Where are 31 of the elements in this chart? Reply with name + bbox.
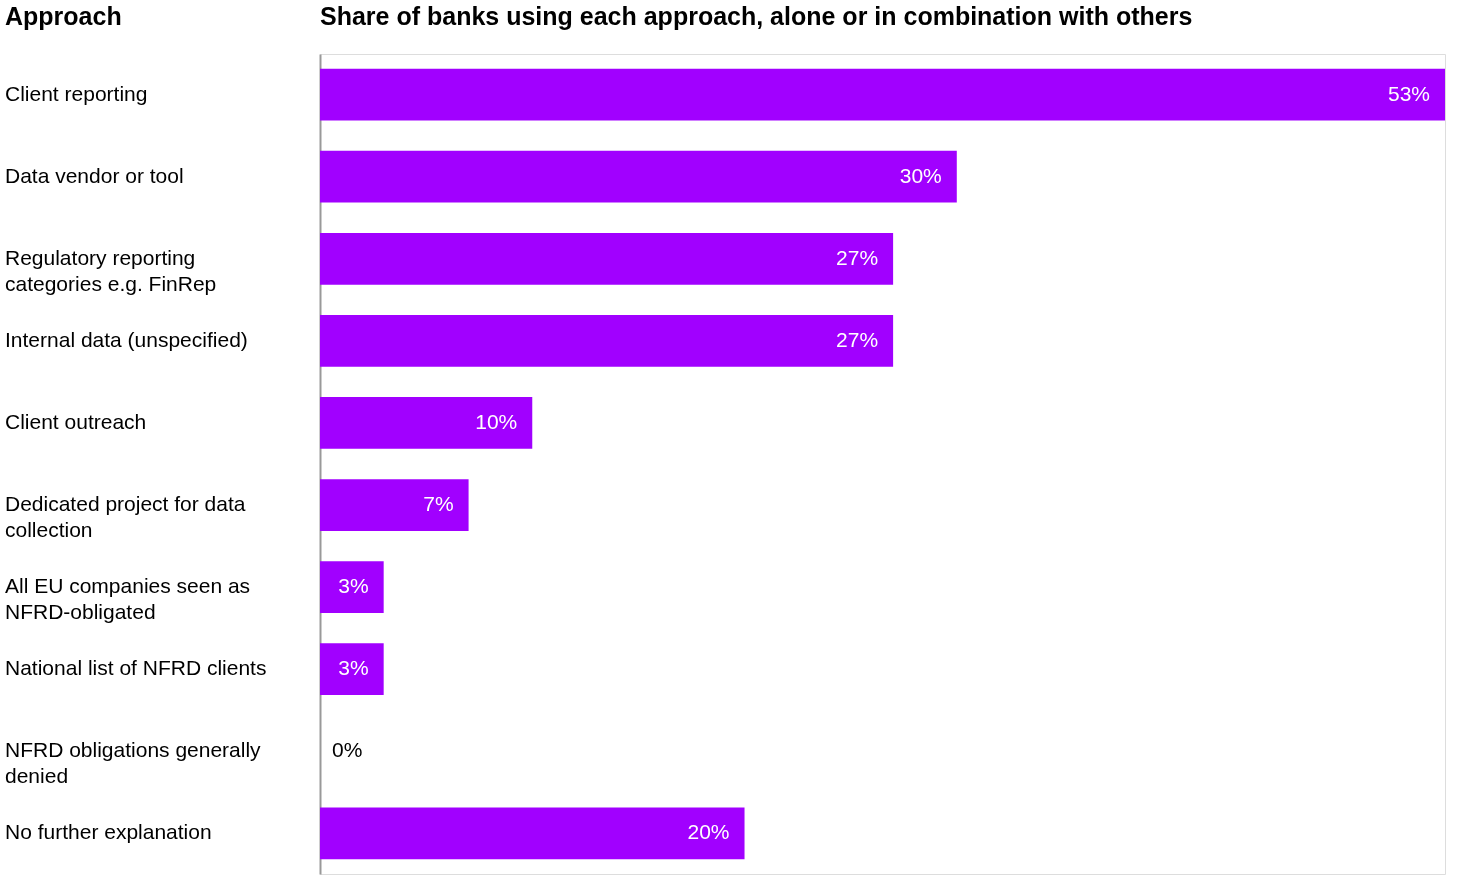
data-label: 30% — [899, 163, 942, 187]
bar — [320, 807, 745, 860]
y-tick-label: No further explanation — [5, 820, 212, 844]
data-label: 20% — [687, 820, 730, 844]
y-tick-label: National list of NFRD clients — [5, 656, 267, 680]
data-label: 27% — [836, 245, 879, 269]
data-label: 3% — [338, 656, 369, 680]
y-tick-label: All EU companies seen as NFRD-obligated — [5, 574, 251, 624]
y-tick-label: Regulatory reporting categories e.g. FinRep — [5, 245, 217, 295]
data-label: 27% — [836, 327, 879, 351]
y-tick-label: Dedicated project for data collection — [5, 492, 246, 542]
bar — [320, 150, 957, 203]
y-tick-label: Client outreach — [5, 409, 147, 433]
bar — [320, 397, 533, 449]
data-label: 10% — [475, 409, 518, 433]
bar — [320, 643, 384, 696]
data-label: 53% — [1387, 81, 1430, 105]
bar — [320, 315, 894, 367]
chart-title: Share of banks using each approach, alone or in combination with others — [320, 2, 1193, 30]
y-tick-label: Data vendor or tool — [5, 163, 184, 187]
y-axis-title: Approach — [5, 2, 122, 30]
bar — [320, 232, 894, 285]
y-tick-label: Internal data (unspecified) — [5, 327, 248, 351]
data-label: 0% — [332, 738, 363, 762]
y-tick-label: Client reporting — [5, 81, 148, 105]
bar — [320, 68, 1445, 121]
bar — [320, 561, 384, 613]
data-label: 3% — [338, 574, 369, 598]
bar — [320, 479, 469, 531]
y-tick-label: NFRD obligations generally denied — [5, 738, 262, 788]
data-label: 7% — [423, 492, 454, 516]
